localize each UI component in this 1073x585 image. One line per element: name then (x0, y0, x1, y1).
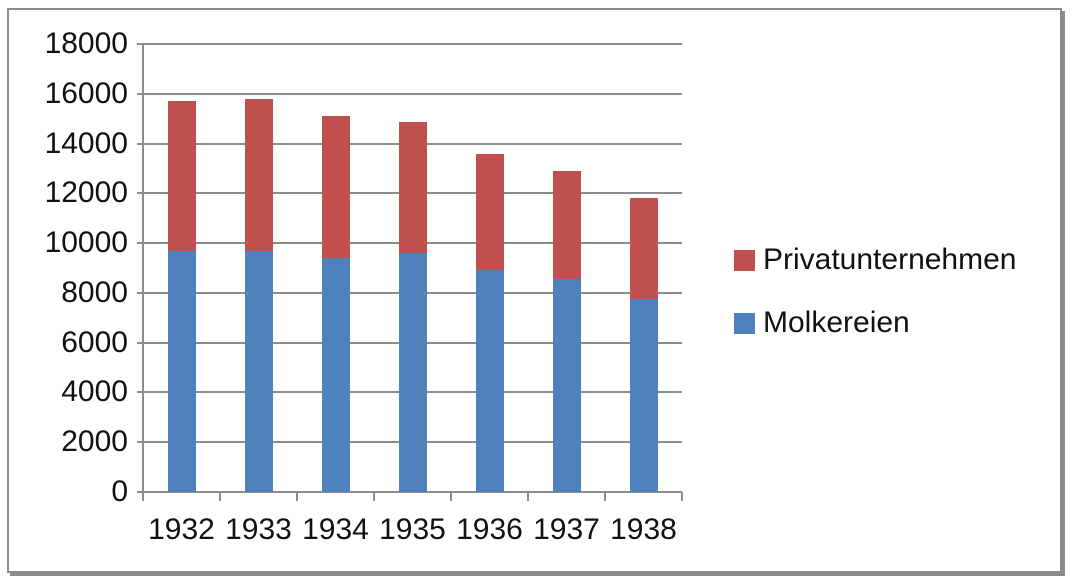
y-axis-line (142, 44, 144, 501)
x-axis-label: 1937 (533, 513, 600, 546)
x-axis-tick (373, 492, 375, 501)
bar-segment-molkereien-1934 (321, 258, 350, 492)
bar-segment-privatunternehmen-1936 (475, 153, 504, 271)
gridline (143, 43, 682, 45)
legend-swatch-privatunternehmen-icon (734, 249, 755, 271)
bar-segment-privatunternehmen-1938 (629, 198, 658, 300)
legend-item-privatunternehmen: Privatunternehmen (734, 243, 1016, 277)
x-axis-tick (450, 492, 452, 501)
legend-swatch-molkereien-icon (734, 312, 755, 334)
x-axis-label: 1933 (225, 513, 292, 546)
y-axis-label: 10000 (44, 226, 128, 260)
gridline (143, 92, 682, 95)
y-axis-label: 2000 (61, 425, 128, 459)
legend-item-molkereien: Molkereien (734, 306, 1016, 340)
x-axis-tick (604, 492, 606, 501)
bar-segment-molkereien-1933 (244, 250, 273, 492)
y-axis-label: 8000 (61, 275, 128, 309)
legend-label-molkereien: Molkereien (763, 306, 910, 339)
bar-segment-molkereien-1932 (167, 250, 196, 492)
x-axis-label: 1938 (610, 513, 677, 546)
bar-segment-molkereien-1935 (398, 253, 427, 492)
bar-segment-molkereien-1938 (629, 299, 658, 492)
y-axis-label: 12000 (44, 176, 128, 210)
x-axis-label: 1935 (379, 513, 446, 546)
bar-segment-molkereien-1937 (552, 279, 581, 492)
y-axis-label: 18000 (44, 27, 128, 60)
y-axis-label: 0 (111, 475, 128, 508)
y-axis-label: 6000 (61, 325, 128, 359)
bar-segment-privatunternehmen-1932 (167, 101, 196, 251)
x-axis-tick (527, 492, 529, 501)
x-axis-tick (142, 492, 144, 501)
legend: Privatunternehmen Molkereien (734, 243, 1016, 340)
x-axis-tick (219, 492, 221, 501)
x-axis-tick (681, 492, 683, 501)
y-axis-label: 16000 (44, 76, 128, 110)
x-axis-label: 1932 (148, 513, 215, 546)
bar-segment-molkereien-1936 (475, 270, 504, 492)
x-axis-label: 1934 (302, 513, 369, 546)
x-axis-label: 1936 (456, 513, 523, 546)
y-axis-label: 14000 (44, 126, 128, 160)
x-axis-tick (296, 492, 298, 501)
y-axis-label: 4000 (61, 375, 128, 409)
bar-segment-privatunternehmen-1937 (552, 170, 581, 280)
legend-label-privatunternehmen: Privatunternehmen (763, 243, 1017, 276)
bar-segment-privatunternehmen-1934 (321, 116, 350, 259)
gridline (143, 491, 682, 493)
bar-segment-privatunternehmen-1933 (244, 98, 273, 251)
bar-segment-privatunternehmen-1935 (398, 122, 427, 254)
